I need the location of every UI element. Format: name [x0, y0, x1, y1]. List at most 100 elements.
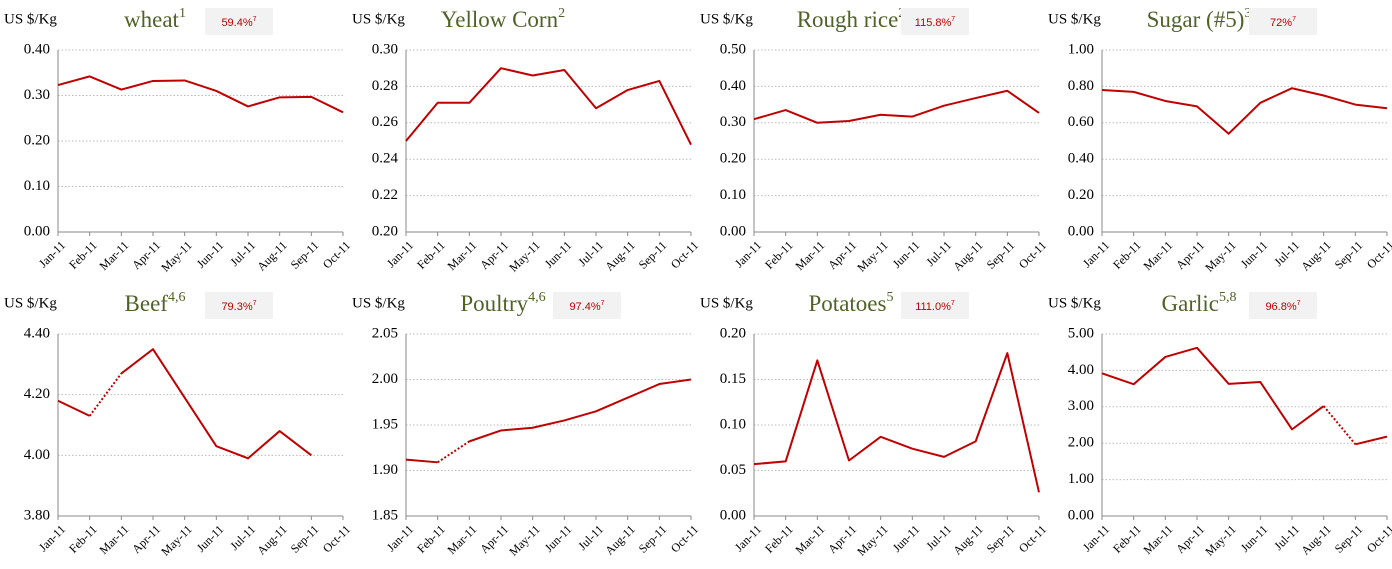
x-tick-label: Aug-11	[1298, 522, 1334, 558]
series-line	[405, 67, 692, 146]
series-line	[469, 378, 692, 443]
badge-note: 7	[951, 300, 955, 307]
title-note: 5	[886, 290, 893, 305]
x-tick-label: Mar-11	[97, 238, 132, 273]
badge-box	[205, 292, 273, 319]
badge-value: 96.8%	[1265, 301, 1296, 313]
title-note: 3	[1244, 6, 1251, 21]
title-text: Beef	[125, 291, 169, 316]
x-tick-label: Sep-11	[984, 238, 1018, 272]
badge-value: 79.3%	[221, 301, 252, 313]
x-tick-label: Mar-11	[445, 238, 480, 273]
x-tick-label: Sep-11	[288, 522, 322, 556]
title-note: 5,8	[1219, 290, 1237, 305]
y-tick-label: 1.00	[1068, 41, 1094, 57]
panel-title: Garlic5,8	[1162, 290, 1237, 316]
x-tick-label: Aug-11	[950, 238, 986, 274]
x-tick-label: Mar-11	[793, 522, 828, 557]
y-axis-label: US $/Kg	[4, 295, 57, 311]
x-tick-label: May-11	[158, 238, 194, 274]
panel-title: wheat1	[124, 6, 186, 32]
x-tick-label: Feb-11	[762, 238, 796, 272]
title-text: Poultry	[460, 291, 528, 316]
x-tick-label: Feb-11	[414, 522, 448, 556]
y-axis-label: US $/Kg	[352, 11, 405, 27]
series-line	[753, 89, 1040, 124]
badge-text: 79.3%7	[221, 300, 256, 313]
badge-box	[553, 292, 621, 319]
y-tick-label: 0.28	[372, 78, 398, 94]
badge-text: 72%7	[1270, 16, 1296, 29]
x-tick-label: Jun-11	[890, 522, 923, 555]
x-tick-label: Apr-11	[477, 238, 511, 272]
x-tick-label: Apr-11	[477, 522, 511, 556]
badge-text: 115.8%7	[915, 16, 956, 29]
x-tick-label: Feb-11	[66, 522, 100, 556]
x-tick-label: Oct-11	[1016, 238, 1049, 271]
y-tick-label: 0.20	[720, 325, 746, 341]
title-text: Garlic	[1162, 291, 1219, 316]
x-tick-label: Oct-11	[668, 238, 701, 271]
x-tick-label: Mar-11	[445, 522, 480, 557]
x-tick-label: May-11	[854, 238, 890, 274]
y-tick-label: 4.00	[24, 447, 50, 463]
panel-title: Beef4,6	[125, 290, 186, 316]
y-tick-label: 0.10	[24, 178, 50, 194]
badge-value: 59.4%	[221, 17, 252, 29]
x-tick-label: May-11	[506, 522, 542, 558]
x-tick-label: Oct-11	[1016, 522, 1049, 555]
y-tick-label: 0.30	[720, 114, 746, 130]
y-tick-label: 0.10	[720, 416, 746, 432]
badge-note: 7	[253, 300, 257, 307]
x-tick-label: Jan-11	[1080, 522, 1112, 554]
x-tick-label: Aug-11	[602, 238, 638, 274]
x-tick-label: Sep-11	[636, 238, 670, 272]
panel: US $/Kg Rough rice2 115.8%7 0.00 0.10 0.20 0.3…	[700, 6, 1049, 274]
x-tick-label: Aug-11	[254, 238, 290, 274]
y-tick-label: 1.85	[372, 507, 398, 523]
series-line	[437, 440, 470, 464]
x-tick-label: Aug-11	[1298, 238, 1334, 274]
x-tick-label: Jan-11	[384, 522, 416, 554]
badge-box	[901, 8, 969, 35]
y-tick-label: 0.30	[24, 87, 50, 103]
panel-title: Poultry4,6	[460, 290, 545, 316]
title-text: Rough rice	[797, 7, 899, 32]
x-tick-label: Jun-11	[542, 238, 575, 271]
y-tick-label: 0.50	[720, 41, 746, 57]
x-tick-label: Oct-11	[1364, 522, 1392, 555]
x-tick-label: Feb-11	[66, 238, 100, 272]
x-tick-label: Apr-11	[129, 522, 163, 556]
y-axis-label: US $/Kg	[352, 295, 405, 311]
x-tick-label: May-11	[506, 238, 542, 274]
title-note: 1	[179, 6, 186, 21]
x-tick-label: Jan-11	[384, 238, 416, 270]
y-tick-label: 0.60	[1068, 114, 1094, 130]
y-tick-label: 3.80	[24, 507, 50, 523]
series-line	[57, 75, 344, 114]
x-tick-label: Jun-11	[194, 522, 227, 555]
x-tick-label: Apr-11	[1173, 522, 1207, 556]
x-tick-label: May-11	[854, 522, 890, 558]
badge-text: 59.4%7	[221, 16, 256, 29]
y-tick-label: 0.26	[372, 114, 399, 130]
x-tick-label: Sep-11	[636, 522, 670, 556]
x-tick-label: May-11	[1202, 238, 1238, 274]
y-axis-label: US $/Kg	[1048, 11, 1101, 27]
y-tick-label: 1.95	[372, 416, 398, 432]
y-tick-label: 0.20	[720, 151, 746, 167]
x-tick-label: Sep-11	[1332, 238, 1366, 272]
series-line	[753, 352, 1040, 493]
series-line	[120, 348, 312, 460]
series-line	[57, 399, 91, 417]
y-tick-label: 0.00	[720, 507, 746, 523]
x-tick-label: Jan-11	[36, 238, 68, 270]
x-tick-label: Mar-11	[1141, 522, 1176, 557]
y-tick-label: 2.00	[372, 371, 398, 387]
badge-text: 96.8%7	[1265, 300, 1300, 313]
y-tick-label: 0.24	[372, 151, 399, 167]
badge-note: 7	[951, 16, 955, 23]
title-text: Potatoes	[809, 291, 887, 316]
y-tick-label: 0.20	[372, 223, 398, 239]
badge-box	[205, 8, 273, 35]
